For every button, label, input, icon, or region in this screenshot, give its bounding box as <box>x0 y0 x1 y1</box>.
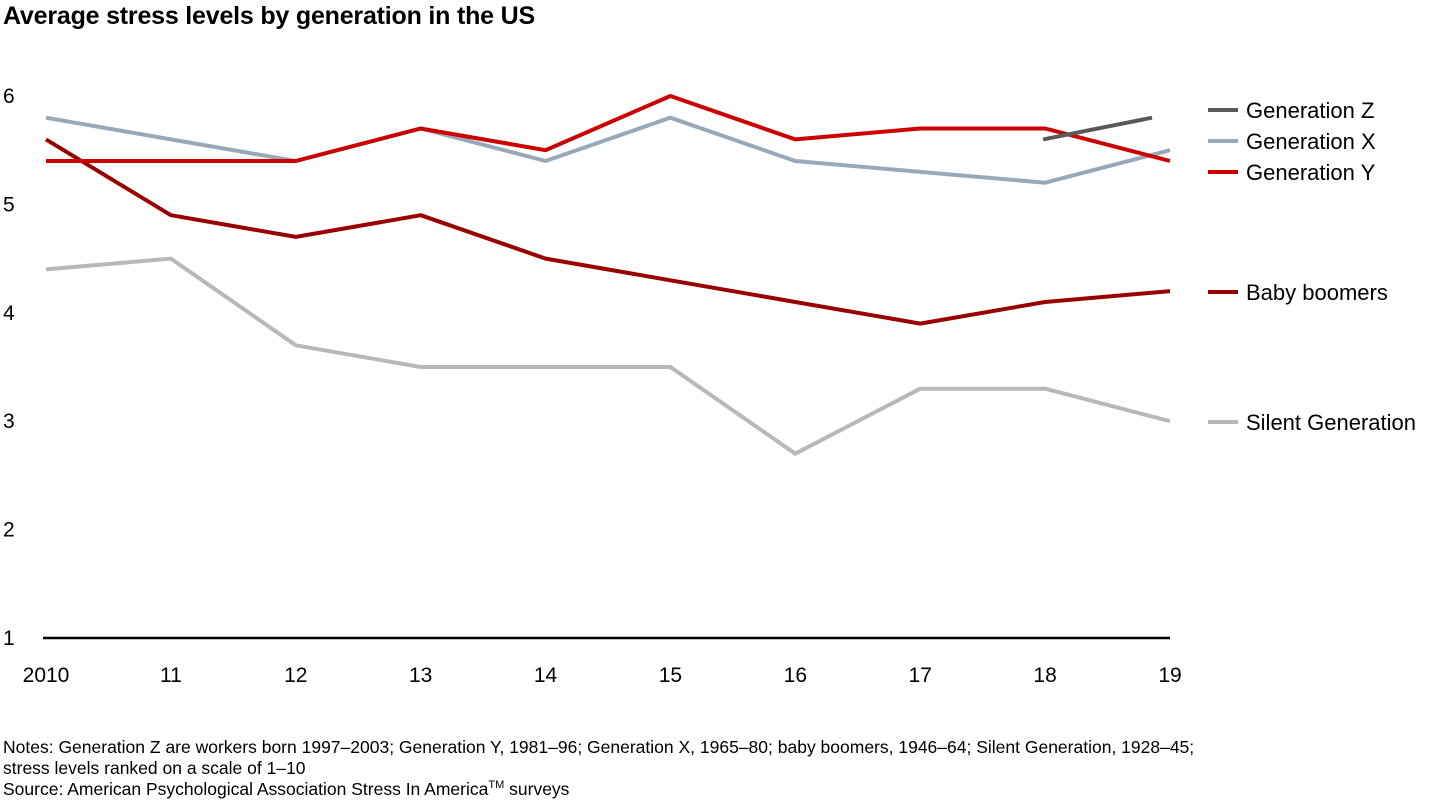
x-tick-label: 15 <box>659 664 682 687</box>
legend-label-baby-boomers: Baby boomers <box>1246 280 1388 305</box>
legend-label-generation-y: Generation Y <box>1246 160 1376 185</box>
y-tick-label: 1 <box>3 627 15 650</box>
y-tick-label: 2 <box>3 519 15 542</box>
series-line-baby-boomers <box>44 137 1171 326</box>
series-line-generation-z <box>1042 115 1153 142</box>
trademark-mark: TM <box>488 779 505 792</box>
chart-title: Average stress levels by generation in t… <box>3 2 535 30</box>
x-tick-label: 2010 <box>23 664 70 687</box>
x-tick-label: 13 <box>409 664 432 687</box>
legend-label-generation-x: Generation X <box>1246 129 1376 154</box>
legend-label-generation-z: Generation Z <box>1246 98 1374 123</box>
source-text: Source: American Psychological Associati… <box>3 779 489 799</box>
y-tick-label: 6 <box>3 85 15 108</box>
source-suffix: surveys <box>504 779 570 799</box>
x-tick-label: 14 <box>534 664 558 687</box>
x-tick-label: 16 <box>784 664 807 687</box>
x-tick-label: 17 <box>909 664 932 687</box>
x-tick-label: 11 <box>160 664 182 687</box>
y-tick-label: 4 <box>3 302 15 325</box>
notes-line-1: Notes: Generation Z are workers born 199… <box>3 737 1195 757</box>
notes-line-2: stress levels ranked on a scale of 1–10 <box>3 758 306 778</box>
chart-notes: Notes: Generation Z are workers born 199… <box>3 737 1194 800</box>
y-tick-label: 3 <box>3 410 15 433</box>
x-tick-label: 19 <box>1158 664 1181 687</box>
x-tick-label: 12 <box>284 664 307 687</box>
series-line-silent-generation <box>45 256 1171 456</box>
x-tick-label: 18 <box>1033 664 1056 687</box>
source-line: Source: American Psychological Associati… <box>3 779 1194 800</box>
y-tick-label: 5 <box>3 193 15 216</box>
legend-label-silent-generation: Silent Generation <box>1246 410 1416 435</box>
series-line-generation-y <box>46 94 1171 163</box>
series-line-generation-x <box>45 115 1171 185</box>
